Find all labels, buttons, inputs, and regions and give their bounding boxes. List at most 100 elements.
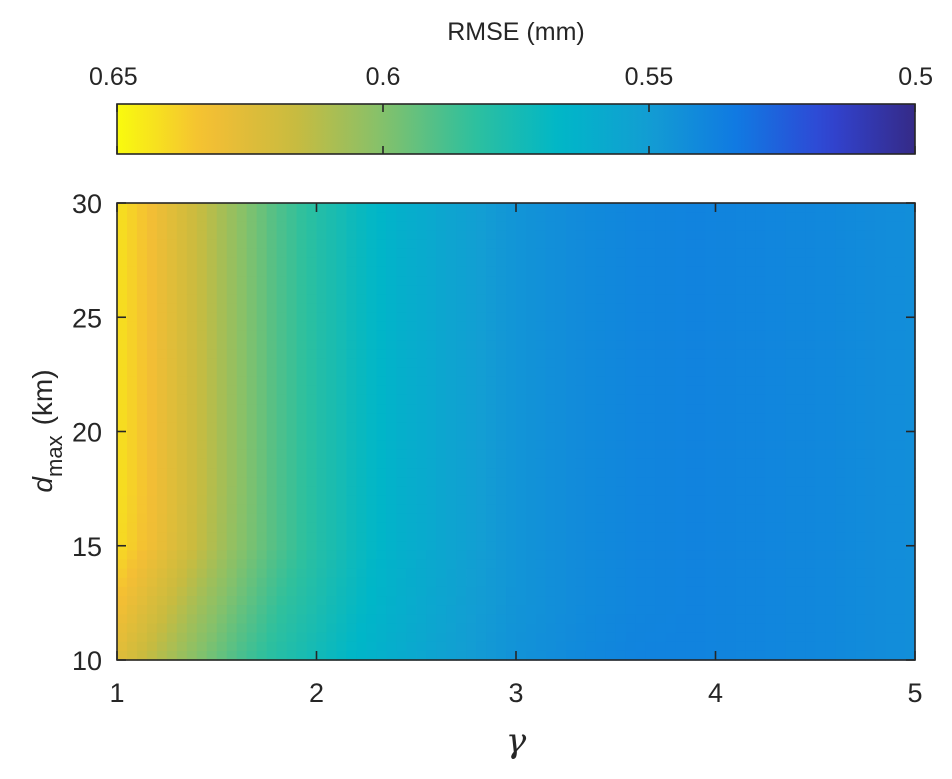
heatmap-cell [256, 212, 268, 222]
heatmap-cell [406, 276, 417, 286]
heatmap-cell [306, 641, 318, 652]
heatmap-cell [346, 248, 357, 259]
heatmap-cell [246, 294, 258, 305]
heatmap-cell [336, 394, 348, 405]
heatmap-cell [406, 477, 417, 487]
heatmap-cell [476, 623, 487, 634]
heatmap-cell [126, 522, 138, 533]
heatmap-cell [246, 568, 258, 579]
heatmap-cell [875, 614, 886, 625]
heatmap-cell [645, 330, 657, 341]
heatmap-cell [765, 212, 776, 222]
heatmap-cell [496, 312, 507, 323]
heatmap-cell [735, 504, 747, 515]
heatmap-cell [855, 522, 866, 533]
heatmap-cell [256, 440, 268, 451]
heatmap-cell [376, 394, 387, 405]
heatmap-cell [685, 330, 697, 341]
heatmap-cell [186, 321, 198, 332]
heatmap-cell [176, 257, 188, 268]
heatmap-cell [775, 504, 786, 515]
heatmap-cell [156, 541, 168, 551]
heatmap-cell [466, 212, 477, 222]
heatmap-cell [525, 623, 537, 634]
heatmap-cell [186, 303, 198, 314]
heatmap-cell [206, 513, 218, 524]
heatmap-cell [865, 586, 876, 597]
heatmap-cell [506, 486, 517, 497]
heatmap-cell [815, 358, 826, 369]
heatmap-cell [166, 239, 178, 250]
heatmap-cell [476, 394, 487, 405]
heatmap-cell [426, 577, 437, 588]
heatmap-cell [117, 650, 128, 661]
heatmap-cell [196, 632, 208, 643]
heatmap-cell [126, 404, 138, 414]
heatmap-cell [156, 312, 168, 323]
heatmap-cell [575, 632, 587, 643]
heatmap-cell [785, 394, 796, 405]
heatmap-cell [366, 413, 377, 423]
heatmap-cell [366, 266, 377, 277]
heatmap-cell [695, 394, 707, 405]
heatmap-cell [905, 248, 916, 259]
heatmap-cell [705, 468, 717, 478]
heatmap-cell [396, 605, 407, 615]
heatmap-cell [885, 495, 896, 506]
heatmap-cell [775, 266, 786, 277]
heatmap-cell [126, 468, 138, 478]
heatmap-cell [186, 477, 198, 487]
heatmap-cell [585, 541, 597, 551]
heatmap-cell [516, 458, 527, 469]
heatmap-cell [745, 431, 756, 442]
heatmap-cell [605, 303, 617, 314]
heatmap-cell [745, 586, 756, 597]
heatmap-cell [735, 303, 747, 314]
heatmap-cell [605, 641, 617, 652]
heatmap-cell [296, 440, 308, 451]
heatmap-cell [246, 559, 258, 570]
heatmap-cell [605, 203, 617, 213]
heatmap-cell [615, 303, 627, 314]
heatmap-cell [276, 330, 288, 341]
heatmap-cell [785, 321, 796, 332]
heatmap-cell [416, 294, 427, 305]
heatmap-cell [575, 596, 587, 606]
heatmap-cell [585, 276, 597, 286]
heatmap-cell [286, 458, 298, 469]
heatmap-cell [336, 385, 348, 396]
heatmap-cell [775, 458, 786, 469]
heatmap-cell [476, 577, 487, 588]
heatmap-cell [545, 321, 557, 332]
heatmap-cell [875, 623, 886, 634]
heatmap-cell [815, 321, 826, 332]
heatmap-cell [805, 330, 816, 341]
heatmap-cell [775, 330, 786, 341]
heatmap-cell [306, 212, 318, 222]
heatmap-cell [825, 541, 836, 551]
heatmap-cell [206, 330, 218, 341]
heatmap-cell [506, 203, 517, 213]
heatmap-cell [386, 257, 397, 268]
heatmap-cell [166, 486, 178, 497]
heatmap-cell [506, 458, 517, 469]
heatmap-cell [885, 321, 896, 332]
heatmap-cell [156, 623, 168, 634]
heatmap-cell [117, 431, 128, 442]
heatmap-cell [655, 349, 667, 359]
heatmap-cell [256, 321, 268, 332]
heatmap-cell [516, 394, 527, 405]
heatmap-cell [895, 303, 906, 314]
heatmap-cell [516, 477, 527, 487]
heatmap-cell [136, 449, 148, 460]
heatmap-cell [146, 532, 158, 542]
heatmap-cell [565, 239, 577, 250]
heatmap-cell [585, 586, 597, 597]
heatmap-cell [456, 276, 467, 286]
heatmap-cell [635, 596, 647, 606]
heatmap-cell [855, 385, 866, 396]
heatmap-cell [835, 303, 846, 314]
heatmap-cell [565, 468, 577, 478]
heatmap-cell [885, 367, 896, 378]
heatmap-cell [735, 486, 747, 497]
